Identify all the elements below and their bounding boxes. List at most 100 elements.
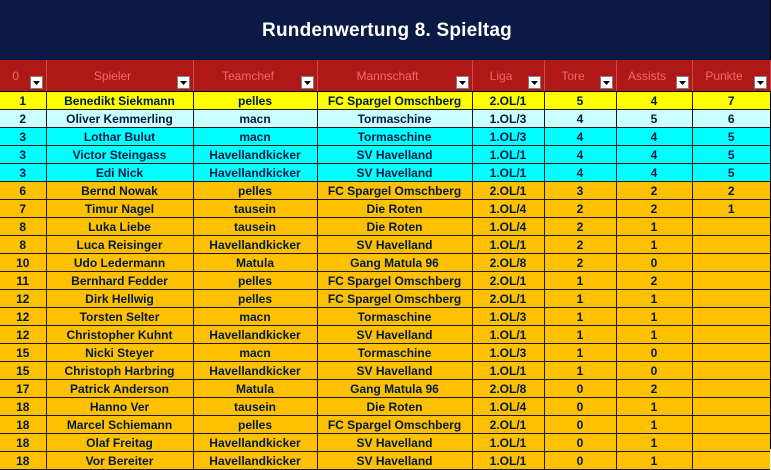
cell-points[interactable]: [692, 379, 770, 398]
cell-assists[interactable]: 1: [616, 415, 693, 434]
cell-team[interactable]: Die Roten: [317, 397, 473, 416]
cell-rank[interactable]: 12: [0, 307, 47, 326]
cell-team[interactable]: Gang Matula 96: [317, 253, 473, 272]
cell-team[interactable]: SV Havelland: [317, 451, 473, 470]
cell-league[interactable]: 1.OL/4: [472, 199, 545, 218]
cell-player[interactable]: Marcel Schiemann: [46, 415, 194, 434]
cell-rank[interactable]: 8: [0, 217, 47, 236]
filter-dropdown-points[interactable]: [753, 76, 767, 89]
cell-goals[interactable]: 2: [544, 199, 617, 218]
cell-league[interactable]: 1.OL/4: [472, 397, 545, 416]
cell-assists[interactable]: 1: [616, 217, 693, 236]
cell-player[interactable]: Dirk Hellwig: [46, 289, 194, 308]
cell-teamchef[interactable]: Havellandkicker: [193, 451, 318, 470]
cell-teamchef[interactable]: Havellandkicker: [193, 163, 318, 182]
cell-player[interactable]: Patrick Anderson: [46, 379, 194, 398]
filter-dropdown-assists[interactable]: [675, 76, 689, 89]
cell-points[interactable]: 5: [692, 163, 770, 182]
cell-assists[interactable]: 0: [616, 361, 693, 380]
cell-goals[interactable]: 1: [544, 289, 617, 308]
cell-assists[interactable]: 1: [616, 235, 693, 254]
cell-rank[interactable]: 15: [0, 361, 47, 380]
cell-assists[interactable]: 0: [616, 253, 693, 272]
cell-player[interactable]: Vor Bereiter: [46, 451, 194, 470]
cell-points[interactable]: [692, 271, 770, 290]
cell-assists[interactable]: 1: [616, 397, 693, 416]
cell-league[interactable]: 1.OL/1: [472, 325, 545, 344]
cell-rank[interactable]: 2: [0, 109, 47, 128]
cell-team[interactable]: SV Havelland: [317, 163, 473, 182]
cell-team[interactable]: SV Havelland: [317, 235, 473, 254]
cell-assists[interactable]: 1: [616, 433, 693, 452]
cell-player[interactable]: Timur Nagel: [46, 199, 194, 218]
cell-rank[interactable]: 18: [0, 433, 47, 452]
cell-teamchef[interactable]: tausein: [193, 397, 318, 416]
cell-teamchef[interactable]: pelles: [193, 91, 318, 110]
cell-points[interactable]: [692, 325, 770, 344]
cell-league[interactable]: 1.OL/1: [472, 433, 545, 452]
cell-assists[interactable]: 1: [616, 289, 693, 308]
cell-goals[interactable]: 2: [544, 253, 617, 272]
cell-goals[interactable]: 2: [544, 217, 617, 236]
cell-teamchef[interactable]: Havellandkicker: [193, 235, 318, 254]
cell-league[interactable]: 2.OL/8: [472, 253, 545, 272]
cell-teamchef[interactable]: tausein: [193, 199, 318, 218]
cell-player[interactable]: Olaf Freitag: [46, 433, 194, 452]
cell-points[interactable]: [692, 307, 770, 326]
cell-goals[interactable]: 1: [544, 325, 617, 344]
cell-goals[interactable]: 1: [544, 271, 617, 290]
cell-league[interactable]: 1.OL/4: [472, 217, 545, 236]
cell-teamchef[interactable]: macn: [193, 127, 318, 146]
cell-player[interactable]: Edi Nick: [46, 163, 194, 182]
cell-goals[interactable]: 0: [544, 379, 617, 398]
filter-dropdown-league[interactable]: [527, 76, 541, 89]
cell-assists[interactable]: 0: [616, 343, 693, 362]
cell-points[interactable]: [692, 415, 770, 434]
cell-rank[interactable]: 18: [0, 415, 47, 434]
cell-league[interactable]: 1.OL/3: [472, 343, 545, 362]
cell-league[interactable]: 1.OL/1: [472, 163, 545, 182]
cell-team[interactable]: FC Spargel Omschberg: [317, 415, 473, 434]
cell-league[interactable]: 1.OL/1: [472, 145, 545, 164]
cell-goals[interactable]: 1: [544, 343, 617, 362]
cell-teamchef[interactable]: Matula: [193, 379, 318, 398]
cell-rank[interactable]: 18: [0, 397, 47, 416]
cell-rank[interactable]: 12: [0, 325, 47, 344]
cell-assists[interactable]: 1: [616, 325, 693, 344]
cell-teamchef[interactable]: Havellandkicker: [193, 433, 318, 452]
cell-teamchef[interactable]: Havellandkicker: [193, 361, 318, 380]
filter-dropdown-player[interactable]: [176, 76, 190, 89]
cell-points[interactable]: 7: [692, 91, 770, 110]
cell-points[interactable]: [692, 289, 770, 308]
cell-assists[interactable]: 5: [616, 109, 693, 128]
cell-points[interactable]: [692, 235, 770, 254]
cell-points[interactable]: 6: [692, 109, 770, 128]
cell-goals[interactable]: 4: [544, 163, 617, 182]
cell-league[interactable]: 2.OL/1: [472, 271, 545, 290]
cell-player[interactable]: Udo Ledermann: [46, 253, 194, 272]
cell-assists[interactable]: 2: [616, 271, 693, 290]
cell-rank[interactable]: 3: [0, 127, 47, 146]
cell-team[interactable]: Tormaschine: [317, 127, 473, 146]
filter-dropdown-teamchef[interactable]: [300, 76, 314, 89]
cell-team[interactable]: Die Roten: [317, 217, 473, 236]
cell-assists[interactable]: 4: [616, 127, 693, 146]
cell-player[interactable]: Torsten Selter: [46, 307, 194, 326]
cell-assists[interactable]: 1: [616, 451, 693, 470]
cell-points[interactable]: [692, 397, 770, 416]
cell-goals[interactable]: 0: [544, 433, 617, 452]
cell-goals[interactable]: 1: [544, 307, 617, 326]
cell-player[interactable]: Hanno Ver: [46, 397, 194, 416]
cell-teamchef[interactable]: macn: [193, 343, 318, 362]
cell-rank[interactable]: 6: [0, 181, 47, 200]
cell-assists[interactable]: 2: [616, 181, 693, 200]
cell-teamchef[interactable]: macn: [193, 307, 318, 326]
cell-team[interactable]: Tormaschine: [317, 343, 473, 362]
cell-points[interactable]: [692, 217, 770, 236]
cell-goals[interactable]: 4: [544, 127, 617, 146]
cell-goals[interactable]: 1: [544, 361, 617, 380]
cell-assists[interactable]: 4: [616, 91, 693, 110]
cell-assists[interactable]: 1: [616, 307, 693, 326]
cell-player[interactable]: Bernd Nowak: [46, 181, 194, 200]
cell-league[interactable]: 2.OL/1: [472, 289, 545, 308]
